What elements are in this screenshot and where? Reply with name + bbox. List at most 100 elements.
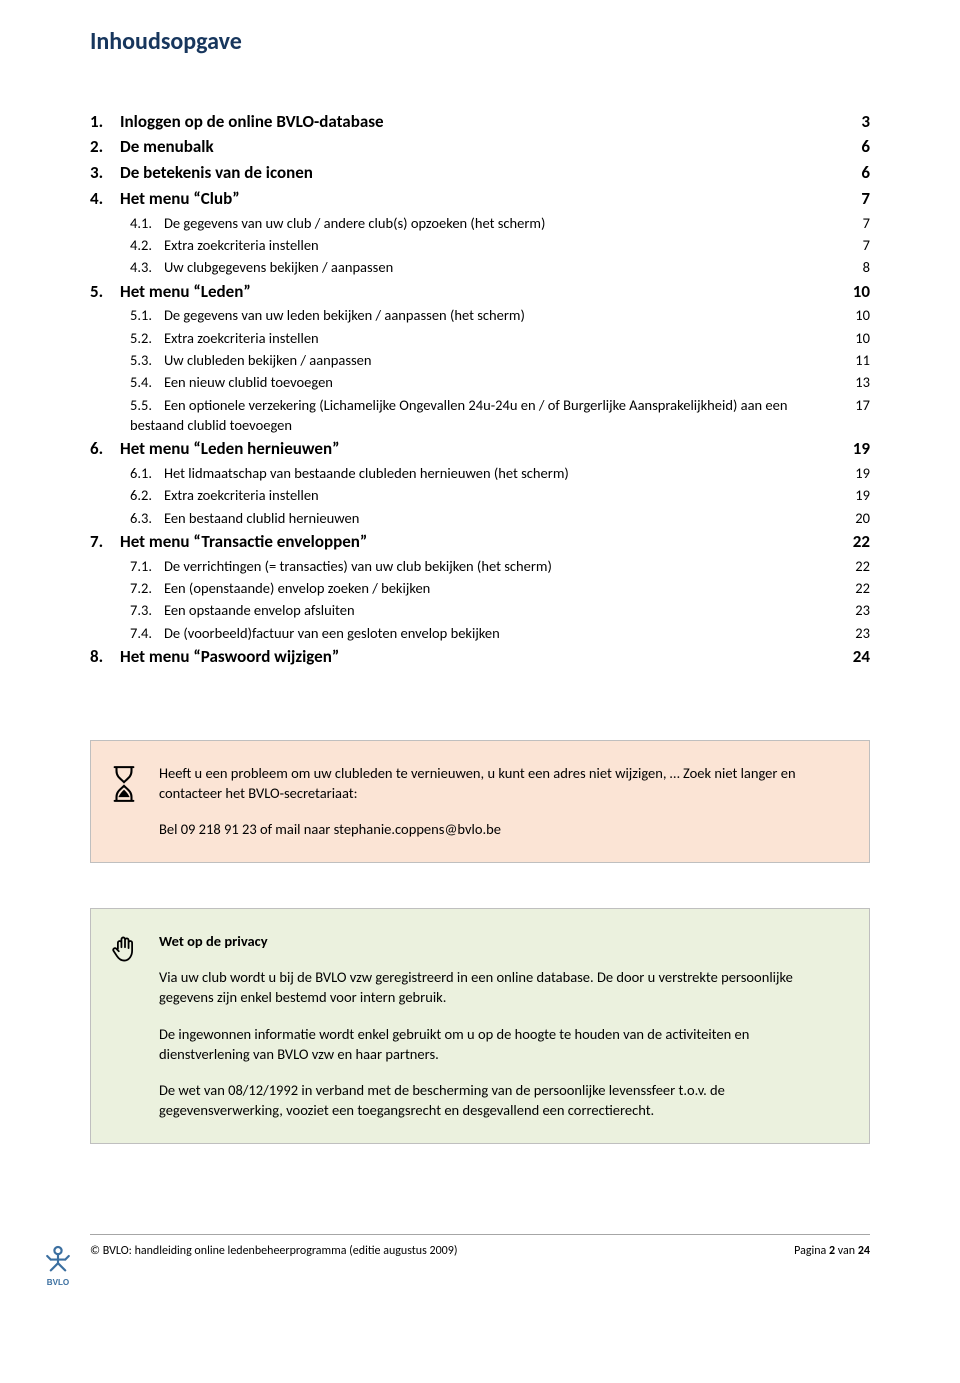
toc-subsection: 5.4.Een nieuw clublid toevoegen13 [90, 371, 870, 393]
toc-entry-number: 5. [90, 280, 120, 304]
toc-entry-text: 4.1.De gegevens van uw club / andere clu… [130, 213, 840, 233]
toc-entry-number: 7.3. [130, 600, 164, 620]
toc-entry-page: 7 [840, 187, 870, 211]
toc-entry-title: Extra zoekcriteria instellen [164, 236, 319, 254]
toc-subsection: 7.4.De (voorbeeld)factuur van een geslot… [90, 622, 870, 644]
toc-entry-page: 6 [840, 135, 870, 159]
toc-subsection: 7.1.De verrichtingen (= transacties) van… [90, 555, 870, 577]
toc-entry-number: 5.1. [130, 305, 164, 325]
toc-section: 1.Inloggen op de online BVLO-database3 [90, 109, 870, 135]
toc-entry-title: Uw clubgegevens bekijken / aanpassen [164, 258, 393, 276]
toc-entry-page: 22 [840, 578, 870, 598]
toc-entry-title: Een nieuw clublid toevoegen [164, 373, 333, 391]
privacy-box-body: Wet op de privacy Via uw club wordt u bi… [159, 931, 839, 1121]
toc-entry-text: 6.3.Een bestaand clublid hernieuwen [130, 508, 840, 528]
toc-subsection: 4.1.De gegevens van uw club / andere clu… [90, 212, 870, 234]
toc-subsection: 6.3.Een bestaand clublid hernieuwen20 [90, 507, 870, 529]
help-text-1: Heeft u een probleem om uw clubleden te … [159, 763, 839, 804]
toc-entry-text: 8.Het menu “Paswoord wijzigen” [90, 645, 840, 669]
toc-entry-number: 5.5. [130, 395, 164, 415]
toc-entry-title: Inloggen op de online BVLO-database [120, 111, 384, 132]
toc-entry-number: 7.2. [130, 578, 164, 598]
toc-entry-text: 5.5.Een optionele verzekering (Lichameli… [130, 395, 840, 436]
toc-entry-text: 7.4.De (voorbeeld)factuur van een geslot… [130, 623, 840, 643]
toc-subsection: 7.3.Een opstaande envelop afsluiten23 [90, 599, 870, 621]
help-text-2: Bel 09 218 91 23 of mail naar stephanie.… [159, 819, 839, 839]
toc-subsection: 7.2.Een (openstaande) envelop zoeken / b… [90, 577, 870, 599]
toc-entry-page: 10 [840, 305, 870, 325]
privacy-box: Wet op de privacy Via uw club wordt u bi… [90, 908, 870, 1144]
toc-section: 8.Het menu “Paswoord wijzigen”24 [90, 644, 870, 670]
toc-entry-number: 7.4. [130, 623, 164, 643]
toc-entry-number: 4.3. [130, 257, 164, 277]
toc-entry-number: 4.2. [130, 235, 164, 255]
toc-subsection: 6.2.Extra zoekcriteria instellen19 [90, 484, 870, 506]
toc-entry-title: De menubalk [120, 136, 214, 157]
toc-entry-title: Extra zoekcriteria instellen [164, 486, 319, 504]
toc-entry-page: 24 [840, 645, 870, 669]
page-title: Inhoudsopgave [90, 25, 870, 59]
toc-entry-page: 8 [840, 257, 870, 277]
toc-entry-title: De betekenis van de iconen [120, 162, 313, 183]
toc-entry-text: 4.3.Uw clubgegevens bekijken / aanpassen [130, 257, 840, 277]
toc-entry-page: 22 [840, 556, 870, 576]
toc-entry-page: 11 [840, 350, 870, 370]
toc-entry-title: De verrichtingen (= transacties) van uw … [164, 557, 552, 575]
footer-left-text: © BVLO: handleiding online ledenbeheerpr… [90, 1243, 794, 1260]
toc-entry-number: 4. [90, 187, 120, 211]
toc-entry-text: 5.4.Een nieuw clublid toevoegen [130, 372, 840, 392]
toc-section: 7.Het menu “Transactie enveloppen”22 [90, 529, 870, 555]
toc-entry-title: Het menu “Transactie enveloppen” [120, 531, 367, 552]
toc-entry-title: Een bestaand clublid hernieuwen [164, 509, 359, 527]
toc-entry-page: 13 [840, 372, 870, 392]
toc-entry-title: Het menu “Leden” [120, 281, 251, 302]
toc-entry-text: 2.De menubalk [90, 135, 840, 159]
toc-entry-page: 23 [840, 600, 870, 620]
toc-entry-title: Een opstaande envelop afsluiten [164, 601, 355, 619]
toc-entry-title: Een optionele verzekering (Lichamelijke … [130, 396, 787, 434]
toc-entry-page: 19 [840, 463, 870, 483]
page-footer: BVLO © BVLO: handleiding online ledenbeh… [90, 1234, 870, 1293]
toc-entry-text: 5.3.Uw clubleden bekijken / aanpassen [130, 350, 840, 370]
hand-icon [109, 933, 141, 970]
toc-entry-text: 6.2.Extra zoekcriteria instellen [130, 485, 840, 505]
toc-entry-number: 6.3. [130, 508, 164, 528]
toc-subsection: 4.3.Uw clubgegevens bekijken / aanpassen… [90, 256, 870, 278]
toc-entry-title: De gegevens van uw leden bekijken / aanp… [164, 306, 525, 324]
toc-entry-text: 4.2.Extra zoekcriteria instellen [130, 235, 840, 255]
toc-entry-title: Extra zoekcriteria instellen [164, 329, 319, 347]
toc-section: 2.De menubalk6 [90, 134, 870, 160]
toc-entry-number: 6.1. [130, 463, 164, 483]
toc-entry-page: 20 [840, 508, 870, 528]
toc-entry-title: Een (openstaande) envelop zoeken / bekij… [164, 579, 430, 597]
toc-entry-title: Het menu “Paswoord wijzigen” [120, 646, 339, 667]
toc-entry-title: De (voorbeeld)factuur van een gesloten e… [164, 624, 500, 642]
toc-entry-page: 10 [840, 280, 870, 304]
toc-entry-number: 5.2. [130, 328, 164, 348]
toc-subsection: 5.3.Uw clubleden bekijken / aanpassen11 [90, 349, 870, 371]
footer-page-number: Pagina 2 van 24 [794, 1243, 870, 1260]
toc-entry-title: Het menu “Leden hernieuwen” [120, 438, 339, 459]
toc-entry-text: 1.Inloggen op de online BVLO-database [90, 110, 840, 134]
toc-entry-text: 4.Het menu “Club” [90, 187, 840, 211]
toc-entry-text: 7.Het menu “Transactie enveloppen” [90, 530, 840, 554]
toc-entry-text: 5.2.Extra zoekcriteria instellen [130, 328, 840, 348]
toc-entry-text: 7.3.Een opstaande envelop afsluiten [130, 600, 840, 620]
toc-entry-page: 6 [840, 161, 870, 185]
toc-entry-page: 23 [840, 623, 870, 643]
logo-text: BVLO [47, 1277, 69, 1286]
toc-section: 3.De betekenis van de iconen6 [90, 160, 870, 186]
toc-subsection: 4.2.Extra zoekcriteria instellen7 [90, 234, 870, 256]
toc-entry-page: 7 [840, 213, 870, 233]
toc-entry-text: 5.Het menu “Leden” [90, 280, 840, 304]
toc-subsection: 6.1.Het lidmaatschap van bestaande clubl… [90, 462, 870, 484]
toc-entry-number: 7. [90, 530, 120, 554]
toc-entry-text: 7.1.De verrichtingen (= transacties) van… [130, 556, 840, 576]
toc-entry-number: 1. [90, 110, 120, 134]
toc-entry-text: 6.1.Het lidmaatschap van bestaande clubl… [130, 463, 840, 483]
privacy-p1: Via uw club wordt u bij de BVLO vzw gere… [159, 967, 839, 1008]
privacy-p2: De ingewonnen informatie wordt enkel geb… [159, 1024, 839, 1065]
toc-section: 5.Het menu “Leden”10 [90, 279, 870, 305]
toc-entry-text: 5.1.De gegevens van uw leden bekijken / … [130, 305, 840, 325]
toc-entry-title: Het lidmaatschap van bestaande clubleden… [164, 464, 569, 482]
